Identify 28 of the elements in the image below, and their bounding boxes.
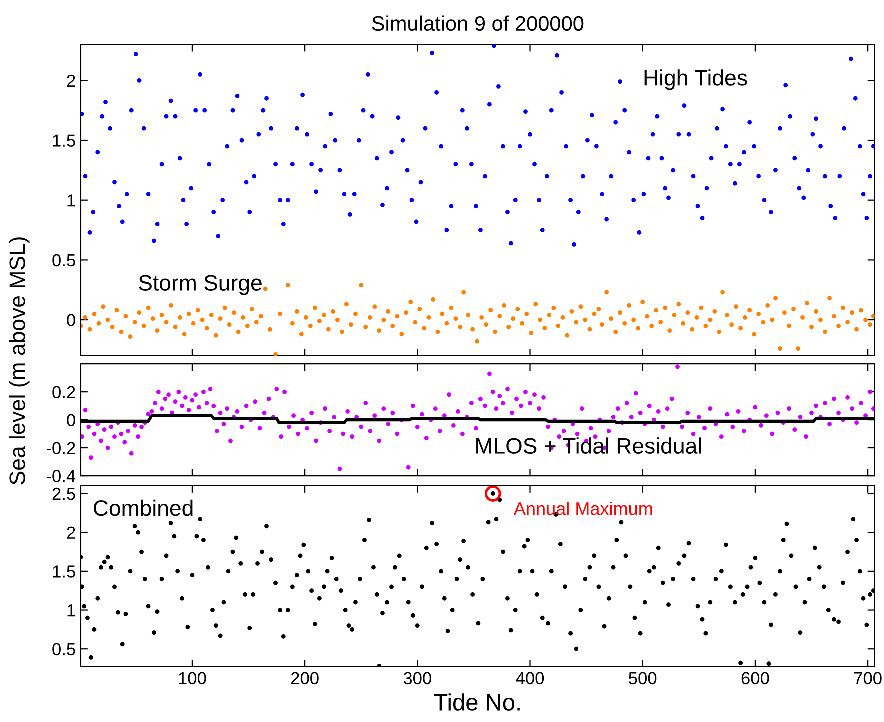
annotation: High Tides xyxy=(644,70,748,90)
annotation: Storm Surge xyxy=(139,275,262,296)
x-tick-label: 200 xyxy=(291,672,319,685)
y-tick-label: 0.5 xyxy=(52,254,76,267)
y-tick-label: 0.5 xyxy=(52,643,76,656)
x-axis-title: Tide No. xyxy=(434,694,520,711)
y-tick-label: -0.2 xyxy=(46,442,76,454)
x-tick-label: 500 xyxy=(629,672,657,685)
y-tick-label: 1 xyxy=(68,604,76,617)
x-tick-label: 100 xyxy=(179,672,206,685)
y-tick-label: 2.5 xyxy=(52,488,76,500)
y-tick-label: 2 xyxy=(67,526,76,539)
annotation: Combined xyxy=(94,500,193,516)
x-tick-label: 600 xyxy=(742,672,770,685)
y-tick-label: 0 xyxy=(67,314,76,326)
y-tick-label: 1.5 xyxy=(53,566,76,578)
y-tick-label: 0.2 xyxy=(52,386,76,399)
chart-title: Simulation 9 of 200000 xyxy=(372,16,584,32)
y-tick-label: 1 xyxy=(68,194,76,207)
x-tick-label: 400 xyxy=(516,672,544,685)
y-tick-label: -0.4 xyxy=(46,470,76,482)
y-tick-label: 1.5 xyxy=(53,134,76,147)
x-tick-label: 700 xyxy=(854,672,882,685)
y-tick-label: 0 xyxy=(67,414,76,427)
x-tick-label: 300 xyxy=(404,672,432,685)
y-axis-title: Sea level (m above MSL) xyxy=(9,238,30,485)
y-tick-label: 2 xyxy=(67,74,76,87)
annotation: Annual Maximum xyxy=(514,502,652,516)
